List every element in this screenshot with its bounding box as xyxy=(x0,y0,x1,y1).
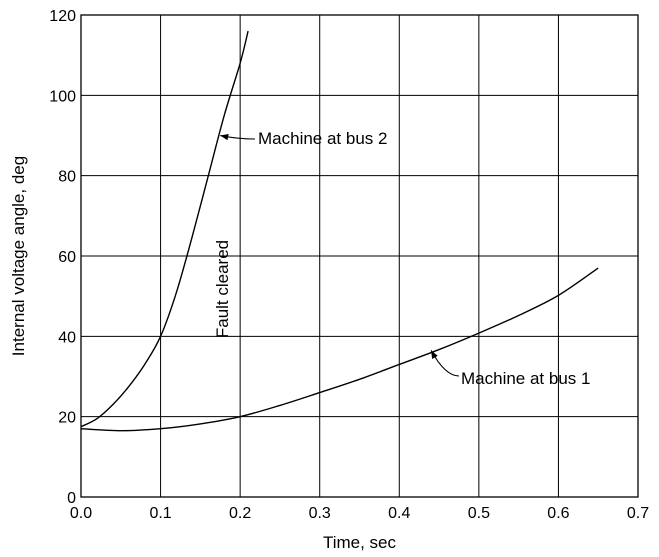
annotation-bus-1-arrowhead xyxy=(431,350,438,359)
series-layer xyxy=(80,30,599,432)
y-tick-label: 100 xyxy=(49,88,76,105)
x-tick-label: 0.4 xyxy=(388,505,410,522)
annotation-bus-2-arrowhead xyxy=(220,133,229,141)
x-tick-label: 0.1 xyxy=(149,505,171,522)
x-tick-label: 0.5 xyxy=(468,505,490,522)
plot-frame xyxy=(80,14,639,498)
x-tick-label: 0.0 xyxy=(70,505,92,522)
annotation-bus-2-label: Machine at bus 2 xyxy=(258,129,387,148)
x-tick-label: 0.7 xyxy=(627,505,649,522)
y-tick-label: 60 xyxy=(58,249,76,266)
x-tick-label: 0.6 xyxy=(547,505,569,522)
y-axis-title: Internal voltage angle, deg xyxy=(9,156,28,356)
y-tick-labels: 0 20 40 60 80 100 120 xyxy=(49,8,76,507)
series-line-bus-2 xyxy=(80,30,249,428)
x-axis-title: Time, sec xyxy=(323,533,397,552)
y-tick-label: 120 xyxy=(49,8,76,25)
annotation-bus-1-label: Machine at bus 1 xyxy=(461,369,590,388)
y-tick-label: 80 xyxy=(58,169,76,186)
x-tick-label: 0.3 xyxy=(309,505,331,522)
x-tick-labels: 0.0 0.1 0.2 0.3 0.4 0.5 0.6 0.7 xyxy=(70,505,649,522)
series-line-bus-1 xyxy=(80,267,599,432)
y-tick-label: 0 xyxy=(67,490,76,507)
annotation-fault-cleared: Fault cleared xyxy=(213,240,232,338)
y-tick-label: 40 xyxy=(58,329,76,346)
grid xyxy=(80,14,639,498)
annotations: Machine at bus 2 Machine at bus 1 Fault cl… xyxy=(213,129,590,388)
x-tick-label: 0.2 xyxy=(229,505,251,522)
y-tick-label: 20 xyxy=(58,410,76,427)
